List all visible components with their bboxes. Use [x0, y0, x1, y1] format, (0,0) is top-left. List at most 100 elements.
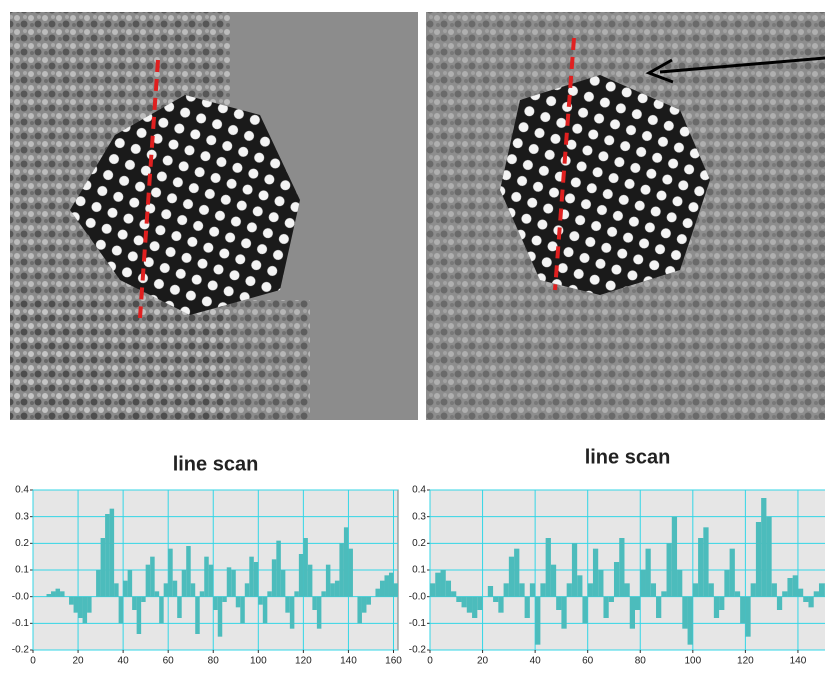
bar	[51, 591, 56, 596]
bar	[249, 557, 254, 597]
x-tick-label: 60	[163, 656, 175, 667]
bar	[218, 597, 223, 637]
bar	[366, 597, 371, 605]
bar	[146, 565, 151, 597]
bar	[456, 597, 461, 602]
micrograph-right	[426, 12, 825, 420]
bar	[540, 583, 545, 596]
bar	[56, 589, 61, 597]
bar	[380, 581, 385, 597]
bar	[493, 597, 498, 602]
bar	[227, 567, 232, 596]
bar	[624, 583, 629, 596]
bar	[303, 538, 308, 597]
bar	[290, 597, 295, 629]
bar	[132, 597, 137, 610]
bar	[803, 597, 808, 602]
bar	[87, 597, 92, 613]
bar	[682, 597, 687, 629]
x-tick-label: 100	[684, 656, 701, 667]
bar	[551, 565, 556, 597]
x-tick-label: 0	[427, 656, 433, 667]
bar	[525, 597, 530, 618]
y-tick-label: 0.3	[15, 511, 29, 522]
bar	[321, 591, 326, 596]
bar	[204, 557, 209, 597]
y-tick-label: -0.2	[409, 645, 427, 656]
x-tick-label: 120	[295, 656, 312, 667]
bar	[446, 581, 451, 597]
bar	[78, 597, 83, 618]
x-tick-label: 120	[737, 656, 754, 667]
bar	[814, 591, 819, 596]
bar	[128, 570, 133, 597]
y-tick-label: 0.4	[15, 485, 29, 496]
x-tick-label: 40	[118, 656, 130, 667]
bar	[123, 581, 128, 597]
bar	[119, 597, 124, 624]
bar	[155, 591, 160, 596]
bar	[745, 597, 750, 637]
bar	[182, 570, 187, 597]
bar	[335, 581, 340, 597]
bar	[530, 583, 535, 596]
bar	[709, 583, 714, 596]
y-tick-label: 0.2	[15, 538, 29, 549]
y-tick-label: -0.0	[12, 591, 30, 602]
bar	[245, 583, 250, 596]
bar	[357, 597, 362, 624]
bar	[819, 583, 824, 596]
bar	[186, 546, 191, 597]
bar	[195, 597, 200, 634]
bar	[561, 597, 566, 629]
bar	[159, 597, 164, 624]
bar	[101, 538, 106, 597]
bar	[567, 583, 572, 596]
bar	[588, 583, 593, 596]
y-tick-label: 0.3	[412, 511, 426, 522]
bar	[213, 597, 218, 610]
bar	[787, 578, 792, 597]
micrograph-left	[10, 12, 418, 420]
bar	[393, 583, 398, 596]
bar	[724, 570, 729, 597]
bar	[200, 591, 205, 596]
bar	[339, 543, 344, 596]
bar	[263, 597, 268, 624]
bar	[509, 557, 514, 597]
bar	[646, 549, 651, 597]
bar	[504, 583, 509, 596]
bar	[798, 589, 803, 597]
bar	[299, 554, 304, 597]
bar	[236, 597, 241, 608]
bar	[222, 597, 227, 602]
bar	[546, 538, 551, 597]
y-tick-label: -0.1	[409, 618, 427, 629]
bar	[312, 597, 317, 610]
bar	[651, 583, 656, 596]
bar	[384, 575, 389, 596]
bar	[344, 527, 349, 596]
bar	[735, 591, 740, 596]
bar	[719, 597, 724, 610]
x-tick-label: 60	[582, 656, 594, 667]
bar	[756, 522, 761, 597]
bar	[677, 570, 682, 597]
bar	[672, 517, 677, 597]
bar	[472, 597, 477, 618]
bar	[272, 559, 277, 596]
bar	[141, 597, 146, 602]
chart-title: line scan	[585, 446, 671, 468]
bar	[656, 597, 661, 618]
bar	[168, 549, 173, 597]
bar	[593, 549, 598, 597]
bar	[326, 565, 331, 597]
y-tick-label: 0.4	[412, 485, 426, 496]
bar	[498, 597, 503, 613]
bar	[69, 597, 74, 605]
bar	[688, 597, 693, 645]
bar	[577, 575, 582, 596]
bar	[535, 597, 540, 645]
bar	[83, 597, 88, 624]
bar	[730, 549, 735, 597]
